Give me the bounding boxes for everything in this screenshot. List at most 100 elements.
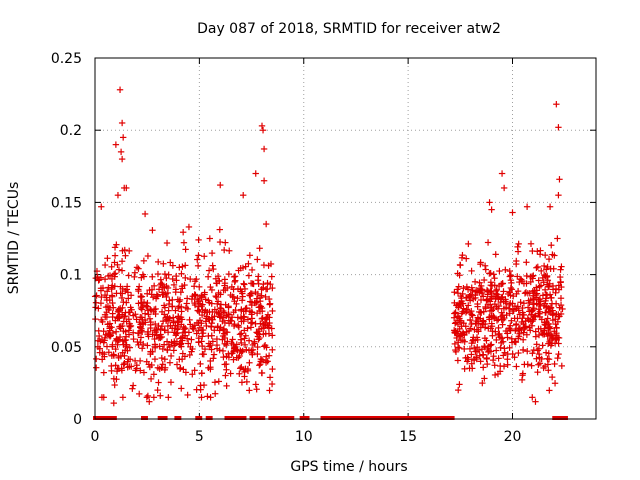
data-point xyxy=(498,316,505,323)
data-point xyxy=(111,252,119,259)
data-point xyxy=(455,339,462,346)
data-point xyxy=(184,391,191,399)
data-point xyxy=(269,365,276,373)
data-point xyxy=(535,345,543,352)
data-point xyxy=(251,338,258,345)
data-point xyxy=(533,355,540,362)
data-point xyxy=(248,347,255,354)
data-point xyxy=(230,322,238,330)
data-point xyxy=(252,381,259,388)
data-point xyxy=(118,258,126,265)
data-point xyxy=(468,360,475,367)
data-point xyxy=(95,332,103,340)
data-point xyxy=(535,361,542,368)
data-point xyxy=(175,313,182,321)
data-point xyxy=(515,333,523,340)
data-point xyxy=(178,283,186,290)
data-point xyxy=(245,337,253,344)
data-point xyxy=(173,272,180,280)
data-point xyxy=(541,251,549,259)
data-point xyxy=(262,316,270,323)
data-point xyxy=(98,394,106,401)
zero-data-point xyxy=(198,416,203,420)
data-point xyxy=(169,296,176,304)
data-point xyxy=(476,284,484,292)
data-point xyxy=(189,293,196,300)
data-points xyxy=(91,86,568,420)
zero-data-point xyxy=(261,416,266,420)
data-point xyxy=(248,266,256,274)
data-point xyxy=(463,283,471,291)
data-point xyxy=(120,361,127,368)
data-point xyxy=(524,361,531,368)
data-point xyxy=(523,203,531,210)
y-tick-label: 0.15 xyxy=(51,195,82,211)
data-point xyxy=(226,247,233,254)
data-point xyxy=(260,261,268,269)
data-point xyxy=(246,291,253,299)
data-point xyxy=(516,278,523,286)
data-point xyxy=(452,319,460,326)
data-point xyxy=(169,303,176,310)
data-point xyxy=(493,336,500,344)
data-point xyxy=(178,270,185,277)
data-point xyxy=(118,119,126,127)
data-point xyxy=(126,344,134,351)
data-point xyxy=(268,273,275,280)
data-point xyxy=(471,337,479,344)
data-point xyxy=(527,311,535,318)
data-point xyxy=(541,362,549,370)
data-point xyxy=(241,327,248,334)
data-point xyxy=(547,331,554,338)
data-point xyxy=(159,291,166,299)
data-point xyxy=(260,324,268,332)
data-point xyxy=(110,304,117,311)
data-point xyxy=(141,210,149,218)
data-point xyxy=(487,269,494,277)
data-point xyxy=(138,314,145,321)
data-point xyxy=(541,300,549,307)
data-point xyxy=(223,366,230,373)
data-point xyxy=(530,272,537,279)
data-point xyxy=(117,148,125,156)
data-point xyxy=(234,295,241,302)
data-point xyxy=(222,372,229,379)
data-point xyxy=(94,343,102,351)
data-point xyxy=(165,271,172,278)
data-point xyxy=(198,293,205,300)
data-point xyxy=(502,266,509,273)
data-point xyxy=(507,322,514,329)
data-point xyxy=(133,361,140,369)
data-point xyxy=(477,358,484,365)
data-point xyxy=(459,308,466,315)
data-point xyxy=(481,375,488,382)
data-point xyxy=(495,324,502,332)
data-point xyxy=(553,324,560,332)
data-point xyxy=(242,305,249,312)
data-point xyxy=(216,304,224,312)
data-point xyxy=(262,220,270,228)
data-point xyxy=(112,345,119,353)
data-point xyxy=(169,275,176,283)
data-point xyxy=(555,191,562,199)
data-point xyxy=(555,124,562,131)
data-point xyxy=(117,325,124,332)
data-point xyxy=(195,252,202,259)
data-point xyxy=(529,316,536,323)
data-point xyxy=(213,335,221,343)
data-point xyxy=(523,259,530,266)
data-point xyxy=(475,346,483,354)
data-point xyxy=(122,328,129,335)
data-point xyxy=(149,273,156,280)
data-point xyxy=(215,378,222,385)
data-point xyxy=(488,320,495,327)
data-point xyxy=(491,275,498,282)
data-point xyxy=(544,315,551,322)
data-point xyxy=(466,365,473,372)
y-tick-label: 0.2 xyxy=(60,123,82,139)
data-point xyxy=(104,303,112,310)
data-point xyxy=(213,308,220,316)
data-point xyxy=(256,362,263,369)
data-point xyxy=(159,361,166,368)
data-point xyxy=(466,297,474,304)
